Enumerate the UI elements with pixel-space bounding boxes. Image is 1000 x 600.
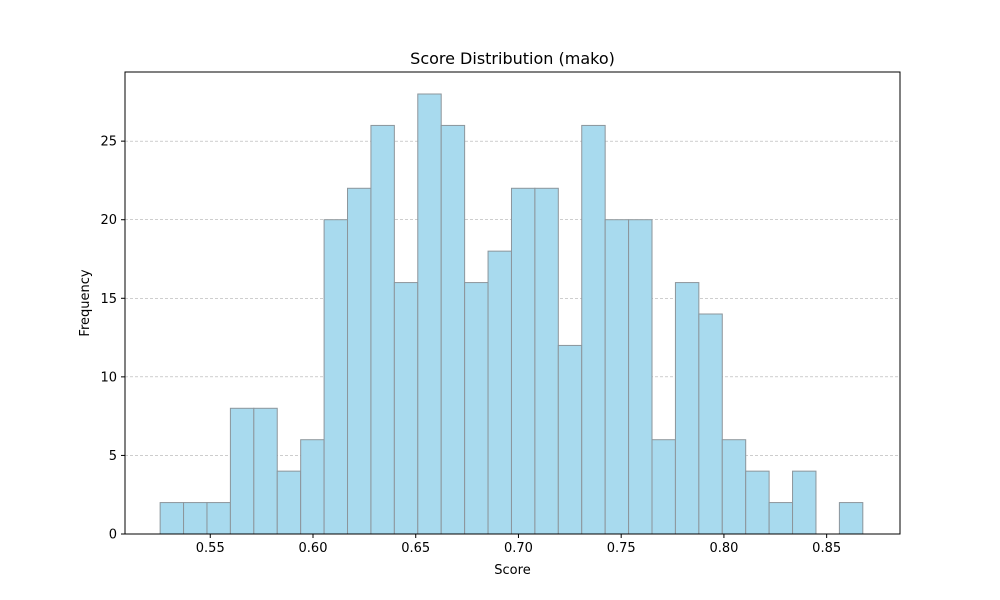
histogram-bar-24 <box>721 439 747 535</box>
histogram-bar-29 <box>838 502 864 535</box>
x-tick-label-1: 0.60 <box>299 541 328 556</box>
y-tick-label-3: 15 <box>100 292 117 307</box>
x-tick-label-4: 0.75 <box>607 541 636 556</box>
x-tick-label-6: 0.85 <box>812 541 841 556</box>
histogram-bar-12 <box>440 124 466 535</box>
histogram-bar-19 <box>604 219 630 535</box>
histogram-bar-1 <box>183 502 208 535</box>
histogram-bar-17 <box>557 344 583 535</box>
histogram-bar-6 <box>300 439 325 535</box>
histogram-bar-9 <box>370 124 395 535</box>
histogram-bar-10 <box>393 282 419 535</box>
histogram-bar-0 <box>159 502 185 535</box>
x-tick-label-3: 0.70 <box>504 541 533 556</box>
x-axis-title: Score <box>494 563 530 578</box>
x-tick-label-5: 0.80 <box>709 541 738 556</box>
histogram-bar-22 <box>674 282 700 535</box>
histogram-bar-20 <box>628 219 653 535</box>
histogram-bar-8 <box>347 187 372 535</box>
histogram-bar-14 <box>487 250 512 535</box>
histogram-bar-26 <box>768 502 794 535</box>
y-axis-ticks: 0 5 10 15 20 25 <box>100 135 125 543</box>
x-tick-label-0: 0.55 <box>196 541 225 556</box>
histogram-bar-15 <box>510 187 536 535</box>
histogram-bar-2 <box>206 502 231 535</box>
histogram-bar-21 <box>651 439 676 535</box>
x-axis-ticks: 0.55 0.60 0.65 0.70 0.75 0.80 0.85 <box>196 534 841 556</box>
histogram-bar-5 <box>276 470 302 535</box>
histogram-bar-27 <box>792 470 817 535</box>
y-tick-label-1: 5 <box>109 449 117 464</box>
histogram-bar-16 <box>534 187 559 535</box>
y-tick-label-2: 10 <box>100 370 117 385</box>
histogram-bar-11 <box>417 93 442 535</box>
histogram-bar-3 <box>229 407 255 535</box>
histogram-bar-23 <box>698 313 723 535</box>
histogram-bar-25 <box>745 470 770 535</box>
histogram-bar-18 <box>581 124 606 535</box>
y-tick-label-0: 0 <box>109 528 117 543</box>
x-tick-label-2: 0.65 <box>401 541 430 556</box>
chart-title: Score Distribution (mako) <box>410 49 615 68</box>
histogram-bar-4 <box>253 407 278 535</box>
histogram-bar-7 <box>323 219 349 535</box>
y-axis-title: Frequency <box>78 269 93 336</box>
histogram-bars <box>159 93 864 535</box>
histogram-bar-13 <box>464 282 489 535</box>
plot-frame <box>124 71 901 535</box>
y-tick-label-5: 25 <box>100 135 117 150</box>
y-tick-label-4: 20 <box>100 213 117 228</box>
